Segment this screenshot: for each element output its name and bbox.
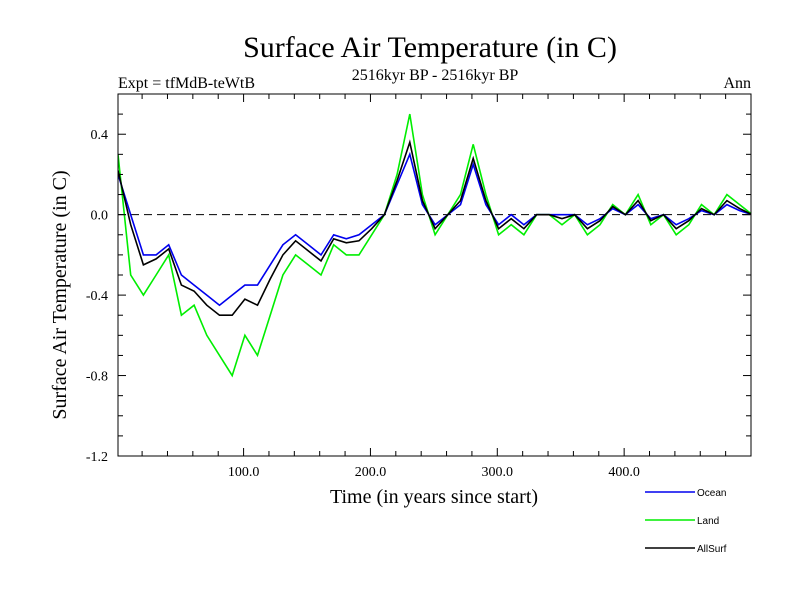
chart-title: Surface Air Temperature (in C) — [243, 31, 617, 64]
x-axis-label: Time (in years since start) — [330, 486, 538, 508]
experiment-label: Expt = tfMdB-teWtB — [118, 75, 255, 92]
season-label: Ann — [723, 75, 751, 92]
y-tick-label: 0.4 — [91, 128, 109, 143]
legend-label-allsurf: AllSurf — [697, 544, 727, 555]
series-line-land — [118, 113, 751, 378]
chart-subtitle: 2516kyr BP - 2516kyr BP — [352, 67, 519, 84]
x-tick-label: 300.0 — [482, 465, 514, 480]
y-tick-label: -1.2 — [86, 450, 108, 465]
axes: 100.0 200.0 300.0 400.0 -1.2 -0.8 -0.4 0.0 0.4 — [86, 93, 752, 480]
x-tick-label: 100.0 — [228, 465, 260, 480]
y-tick-label: -0.8 — [86, 370, 108, 385]
x-tick-label: 200.0 — [355, 465, 387, 480]
series-line-allsurf — [118, 139, 751, 317]
y-axis-label: Surface Air Temperature (in C) — [49, 170, 71, 419]
legend-label-land: Land — [697, 516, 719, 527]
x-tick-label: 400.0 — [608, 465, 640, 480]
legend-label-ocean: Ocean — [697, 488, 726, 499]
y-tick-label: 0.0 — [91, 209, 109, 224]
plot-area — [118, 113, 751, 378]
plot-frame — [117, 93, 752, 457]
y-tick-label: -0.4 — [86, 289, 108, 304]
legend: Ocean Land AllSurf — [645, 488, 727, 555]
